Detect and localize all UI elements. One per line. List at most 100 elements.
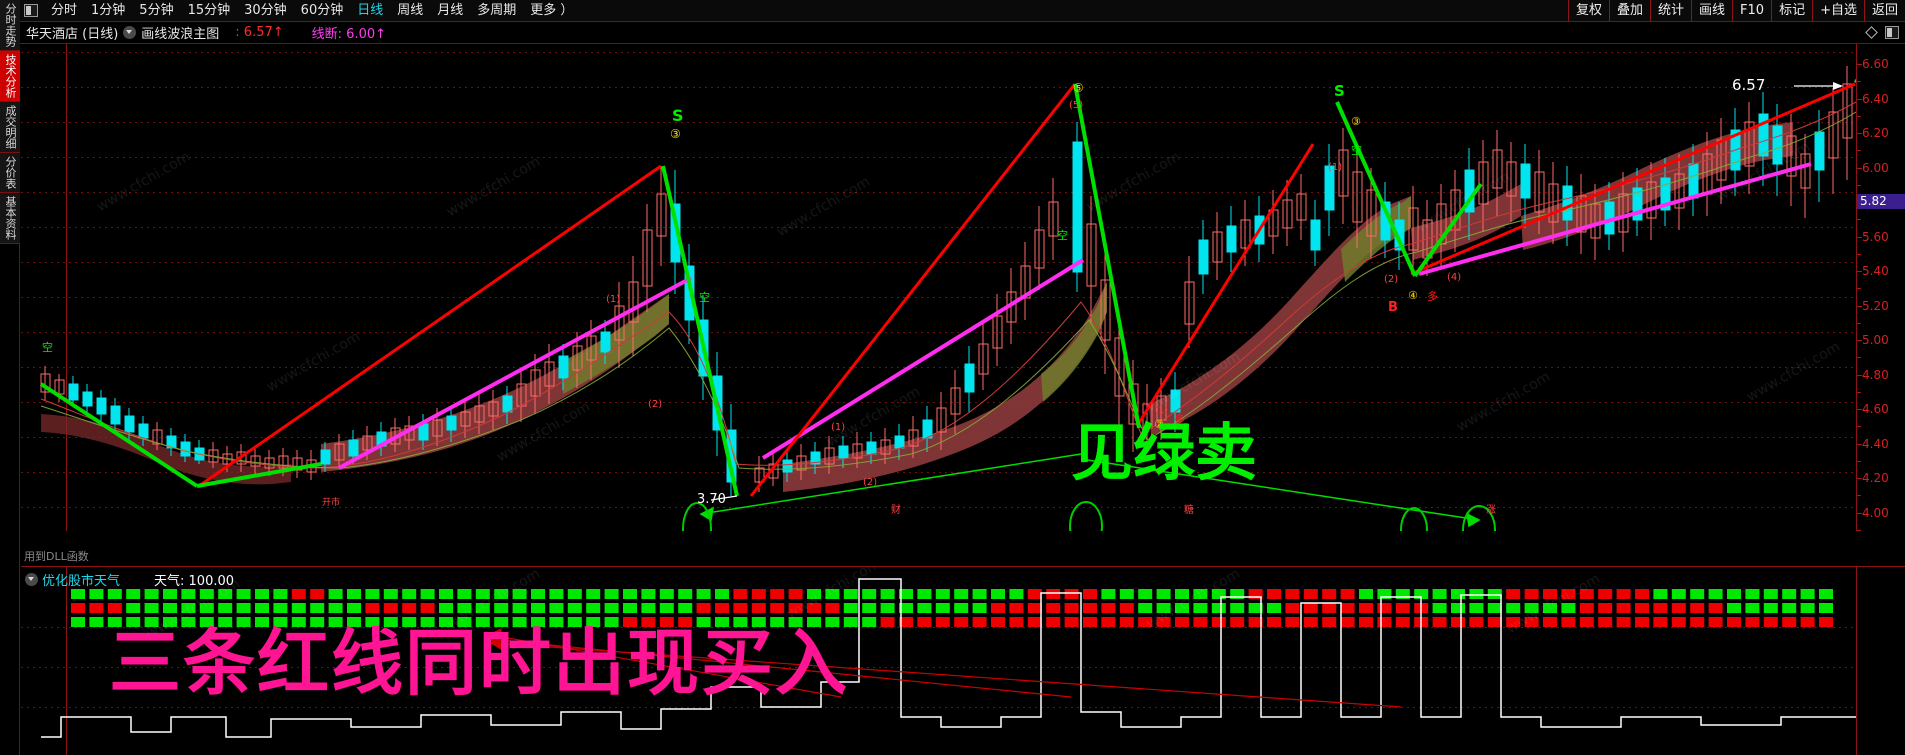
indicator-chevron-icon[interactable] bbox=[25, 573, 38, 586]
period-tab-1[interactable]: 1分钟 bbox=[91, 2, 126, 18]
weather-block bbox=[310, 603, 325, 613]
weather-block bbox=[917, 603, 932, 613]
weather-block bbox=[439, 603, 453, 613]
indicator-header: 优化股市天气 天气: 100.00 bbox=[25, 570, 234, 589]
weather-block bbox=[255, 589, 269, 599]
weather-block bbox=[678, 617, 693, 627]
toolbar-button-5[interactable]: 标记 bbox=[1771, 0, 1812, 21]
toolbar-button-4[interactable]: F10 bbox=[1732, 0, 1771, 21]
price-callout: 6.57 bbox=[1732, 76, 1766, 94]
weather-block bbox=[1009, 603, 1024, 613]
axis-label-8: 5.00 bbox=[1862, 333, 1889, 347]
period-tab-7[interactable]: 周线 bbox=[397, 2, 424, 18]
weather-block bbox=[1285, 617, 1300, 627]
weather-block bbox=[825, 589, 840, 599]
weather-block bbox=[1027, 589, 1042, 599]
period-tab-5[interactable]: 60分钟 bbox=[300, 2, 344, 18]
weather-block bbox=[1119, 617, 1134, 627]
panel-toggle-icon[interactable] bbox=[1885, 26, 1899, 39]
weather-block bbox=[1322, 603, 1337, 613]
period-tab-10[interactable]: 更多 ） bbox=[530, 2, 574, 18]
weather-block bbox=[1046, 603, 1061, 613]
toolbar-button-7[interactable]: 返回 bbox=[1863, 0, 1905, 21]
weather-block bbox=[862, 617, 877, 627]
weather-block bbox=[89, 603, 104, 613]
chart-marker-1: ③ bbox=[670, 127, 681, 141]
buy-arrow-lines bbox=[487, 627, 1402, 708]
axis-tick bbox=[1857, 443, 1862, 445]
period-tab-6[interactable]: 日线 bbox=[357, 2, 384, 18]
weather-block bbox=[1598, 589, 1613, 599]
weather-block bbox=[715, 617, 729, 627]
weather-block bbox=[71, 617, 85, 627]
chart-left-border bbox=[66, 44, 67, 531]
weather-block bbox=[1745, 617, 1760, 627]
weather-blocks bbox=[71, 589, 1833, 627]
weather-block bbox=[1377, 589, 1392, 599]
sidebar-tab-1[interactable]: 技术分析 bbox=[0, 51, 20, 102]
axis-label-11: 4.40 bbox=[1862, 436, 1889, 451]
gridlines bbox=[21, 52, 1856, 508]
weather-block bbox=[825, 617, 840, 627]
weather-block bbox=[512, 617, 527, 627]
weather-block bbox=[365, 603, 380, 613]
green-wave-lines bbox=[39, 78, 1856, 497]
weather-block bbox=[383, 589, 398, 599]
period-tab-4[interactable]: 30分钟 bbox=[244, 2, 287, 18]
weather-block bbox=[696, 617, 711, 627]
toolbar-button-6[interactable]: +自选 bbox=[1812, 0, 1864, 21]
chevron-down-icon[interactable] bbox=[123, 26, 137, 39]
period-tabs: 分时 1分钟 5分钟 15分钟 30分钟 60分钟 日线 周线 月线 多周期 更多 ） bbox=[44, 1, 580, 21]
main-chart-panel[interactable]: www.cfchi.com www.cfchi.com www.cfchi.com w… bbox=[21, 44, 1856, 531]
sidebar-tab-3[interactable]: 分价表 bbox=[0, 153, 20, 193]
period-tab-0[interactable]: 分时 bbox=[51, 2, 78, 18]
weather-block bbox=[512, 603, 527, 613]
weather-block bbox=[1064, 603, 1079, 613]
weather-block bbox=[1469, 589, 1484, 599]
weather-block bbox=[770, 617, 785, 627]
sidebar-tab-2[interactable]: 成交明细 bbox=[0, 102, 20, 153]
period-tab-3[interactable]: 15分钟 bbox=[187, 2, 231, 18]
axis-minor-tick bbox=[1857, 253, 1861, 255]
indicator-title[interactable]: 优化股市天气 bbox=[42, 574, 121, 589]
indicator-panel[interactable]: 优化股市天气 天气: 100.00 www.cfchi.com www.cfchi… bbox=[21, 566, 1856, 755]
buy-annotation-text: 三条红线同时出现买入 bbox=[109, 621, 850, 705]
period-tab-9[interactable]: 多周期 bbox=[477, 2, 517, 18]
sidebar-tab-4[interactable]: 基本资料 bbox=[0, 193, 20, 244]
weather-block bbox=[1101, 589, 1116, 599]
toolbar-button-1[interactable]: 叠加 bbox=[1608, 0, 1650, 21]
chart-marker-10: 空 bbox=[1351, 144, 1362, 157]
layout-toggle-icon[interactable] bbox=[24, 4, 38, 17]
weather-block bbox=[1340, 589, 1355, 599]
weather-block bbox=[843, 589, 858, 599]
weather-block bbox=[1487, 589, 1502, 599]
weather-block bbox=[291, 589, 306, 599]
weather-block bbox=[1340, 603, 1355, 613]
axis-tick bbox=[1857, 98, 1862, 100]
toolbar-button-3[interactable]: 画线 bbox=[1691, 0, 1732, 21]
toolbar-button-0[interactable]: 复权 bbox=[1567, 0, 1609, 21]
weather-block bbox=[199, 603, 214, 613]
weather-block bbox=[935, 589, 950, 599]
diamond-icon[interactable] bbox=[1865, 26, 1878, 39]
price-axis[interactable]: 6.606.406.206.005.805.605.405.205.004.80… bbox=[1856, 44, 1905, 531]
chart-marker-25: 财 bbox=[891, 505, 901, 516]
period-tab-2[interactable]: 5分钟 bbox=[139, 2, 174, 18]
weather-block bbox=[733, 617, 748, 627]
weather-block bbox=[1414, 589, 1429, 599]
weather-block bbox=[236, 603, 251, 613]
indicator-name[interactable]: 画线波浪主图 bbox=[141, 27, 220, 42]
weather-block bbox=[1193, 617, 1208, 627]
axis-minor-tick bbox=[1857, 115, 1861, 117]
sidebar-tab-0[interactable]: 分时走势 bbox=[0, 0, 20, 51]
toolbar-button-2[interactable]: 统计 bbox=[1650, 0, 1691, 21]
weather-block bbox=[1819, 589, 1833, 599]
weather-block bbox=[273, 603, 288, 613]
axis-minor-tick bbox=[1857, 391, 1861, 393]
weather-block bbox=[641, 589, 656, 599]
period-tab-8[interactable]: 月线 bbox=[437, 2, 464, 18]
weather-block bbox=[1009, 589, 1024, 599]
weather-block bbox=[586, 603, 601, 613]
line-value: 线断: 6.00↑ bbox=[311, 27, 387, 42]
weather-block bbox=[1432, 589, 1447, 599]
